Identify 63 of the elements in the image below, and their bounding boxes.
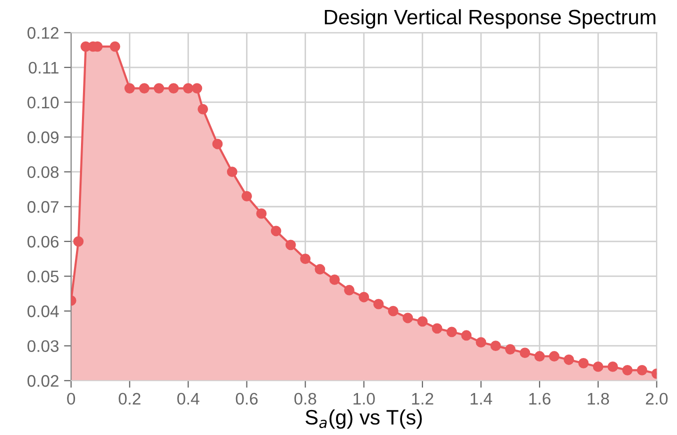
- point: [388, 306, 398, 316]
- point: [154, 83, 164, 94]
- point: [212, 138, 223, 150]
- x-tick-label: 1.2: [412, 392, 434, 405]
- y-tick-label: 0.09: [27, 131, 58, 144]
- point: [270, 226, 282, 236]
- x-tick-label: 1.6: [529, 392, 550, 405]
- point: [461, 330, 472, 341]
- x-tick-label: 0.2: [118, 392, 140, 405]
- point: [446, 326, 457, 338]
- y-tick-label: 0.03: [27, 340, 59, 352]
- point: [300, 254, 311, 264]
- y-tick-label: 0.07: [27, 201, 58, 213]
- y-tick-label: 0.04: [27, 305, 59, 318]
- point: [192, 83, 202, 94]
- point: [358, 292, 370, 302]
- x-tick-label: 1.8: [588, 392, 609, 405]
- point: [73, 236, 84, 247]
- y-tick-label: 0.02: [27, 375, 58, 387]
- y-tick-label: 0.12: [27, 27, 58, 39]
- point: [592, 361, 604, 372]
- x-tick-label: 0.4: [177, 392, 200, 405]
- y-tick-label: 0.11: [28, 62, 58, 74]
- point: [534, 351, 545, 362]
- point: [549, 351, 560, 362]
- x-tick-label: 1.0: [354, 392, 375, 405]
- point: [242, 190, 252, 202]
- point: [182, 83, 194, 94]
- point: [256, 208, 267, 219]
- x-tick-label: 0: [67, 392, 76, 405]
- y-tick-label: 0.10: [27, 96, 59, 108]
- x-tick-label: 0.8: [294, 392, 316, 405]
- point: [314, 264, 326, 274]
- y-tick-label: 0.05: [27, 270, 59, 282]
- chart-title: Design Vertical Response Spectrum: [324, 9, 656, 29]
- point: [432, 323, 442, 334]
- point: [373, 298, 384, 310]
- point: [608, 361, 618, 372]
- point: [329, 274, 340, 285]
- point: [622, 364, 633, 376]
- point: [124, 83, 135, 94]
- x-tick-label: 2.0: [646, 392, 668, 405]
- x-tick-label: 0.6: [236, 392, 258, 405]
- point: [636, 364, 648, 376]
- point: [285, 240, 296, 250]
- point: [344, 284, 354, 296]
- x-axis-title: S$_{a}$(g) vs T(s): [306, 409, 422, 429]
- y-tick-label: 0.08: [27, 166, 59, 178]
- point: [417, 316, 428, 327]
- point: [505, 344, 516, 355]
- point: [226, 166, 238, 178]
- point: [490, 340, 501, 352]
- point: [476, 337, 486, 348]
- point: [110, 41, 120, 52]
- y-tick-label: 0.06: [27, 236, 59, 248]
- point: [578, 358, 589, 368]
- point: [520, 348, 530, 358]
- point: [139, 83, 150, 94]
- point: [564, 354, 574, 365]
- point: [198, 104, 208, 114]
- point: [402, 312, 414, 324]
- point: [168, 83, 179, 94]
- x-tick-label: 1.4: [470, 393, 492, 405]
